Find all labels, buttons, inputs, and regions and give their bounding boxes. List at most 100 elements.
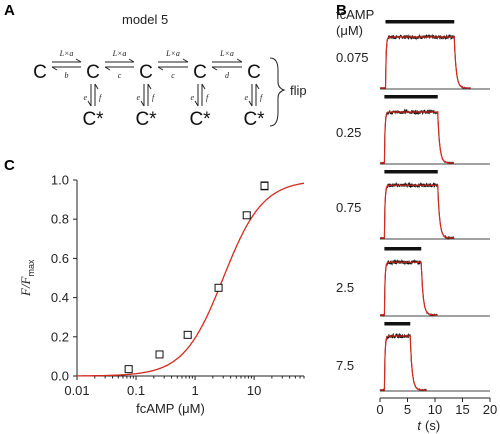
agonist-application-bar-0 bbox=[385, 20, 455, 24]
data-point-3 bbox=[214, 283, 223, 292]
flip-up-label-2: f bbox=[152, 93, 156, 102]
backward-rate-label-3: d bbox=[225, 71, 230, 80]
state-c-star-2: C* bbox=[135, 109, 157, 130]
time-axis-tick-label-2: 10 bbox=[428, 402, 442, 417]
forward-rate-label-3: L×a bbox=[219, 49, 234, 58]
trace-fit-3 bbox=[380, 261, 438, 316]
backward-arrowhead-2 bbox=[157, 66, 164, 71]
state-c-star-1: C* bbox=[82, 109, 104, 130]
agonist-application-bar-4 bbox=[384, 322, 411, 326]
flip-down-arrowhead-3 bbox=[194, 100, 199, 107]
y-tick-label-0: 0.0 bbox=[51, 369, 69, 384]
y-tick-label-3: 0.6 bbox=[51, 251, 69, 266]
panel-letter-c: C bbox=[4, 157, 15, 174]
panel-letter-a: A bbox=[4, 2, 15, 19]
flip-down-arrowhead-1 bbox=[87, 100, 92, 107]
forward-arrowhead-2 bbox=[182, 58, 189, 63]
trace-fit-2 bbox=[380, 184, 454, 239]
fluorescence-traces: 0.075 0.25 0.75 2.5 7.5 0 5 10 15 20 t (s) bbox=[336, 20, 497, 433]
flip-down-label-2: e bbox=[136, 93, 140, 102]
trace-data-0 bbox=[379, 33, 471, 90]
y-tick-label-1: 0.2 bbox=[51, 329, 69, 344]
trace-concentration-label-2: 0.75 bbox=[336, 200, 361, 215]
flip-brace bbox=[269, 57, 286, 127]
flip-up-label-1: f bbox=[99, 93, 103, 102]
data-point-2 bbox=[183, 330, 192, 339]
flip-down-arrowhead-2 bbox=[140, 100, 145, 107]
forward-rate-label-2: L×a bbox=[165, 49, 180, 58]
flip-label: flip bbox=[290, 83, 307, 98]
agonist-application-bar-3 bbox=[384, 247, 422, 251]
backward-rate-label-0: b bbox=[65, 71, 69, 80]
backward-arrowhead-0 bbox=[51, 66, 58, 71]
state-c-0: C bbox=[33, 62, 47, 83]
data-point-4 bbox=[242, 211, 251, 220]
y-axis-label-sub: max bbox=[26, 259, 36, 277]
y-tick-label-4: 0.8 bbox=[51, 212, 69, 227]
trace-concentration-label-1: 0.25 bbox=[336, 125, 361, 140]
time-axis-tick-label-0: 0 bbox=[376, 402, 383, 417]
state-c-3: C bbox=[193, 62, 207, 83]
flip-up-arrowhead-2 bbox=[147, 83, 152, 90]
forward-rate-label-0: L×a bbox=[59, 49, 74, 58]
state-c-1: C bbox=[86, 62, 100, 83]
data-point-5 bbox=[260, 181, 269, 190]
forward-arrowhead-1 bbox=[128, 58, 135, 63]
backward-rate-label-2: c bbox=[171, 71, 175, 80]
forward-rate-label-1: L×a bbox=[112, 49, 127, 58]
x-tick-label-0: 0.01 bbox=[64, 383, 89, 398]
trace-fit-0 bbox=[380, 36, 471, 89]
backward-arrowhead-3 bbox=[211, 66, 218, 71]
trace-fit-1 bbox=[380, 111, 454, 164]
state-c-2: C bbox=[139, 62, 153, 83]
flip-down-label-4: e bbox=[244, 93, 248, 102]
agonist-application-bar-2 bbox=[384, 170, 438, 174]
trace-concentration-label-0: 0.075 bbox=[336, 50, 369, 65]
flip-up-arrowhead-1 bbox=[94, 83, 99, 90]
time-axis-label-unit: (s) bbox=[425, 418, 440, 433]
gating-scheme: C C C C C L×a b L×a c L×a c L×a d e f C* e f C* e f C* e f C* fli… bbox=[33, 49, 306, 130]
trace-data-2 bbox=[380, 181, 455, 240]
forward-arrowhead-3 bbox=[236, 58, 243, 63]
state-c-star-3: C* bbox=[189, 109, 211, 130]
flip-down-label-3: e bbox=[190, 93, 194, 102]
legend-title-line1: fcAMP bbox=[336, 7, 374, 22]
x-axis-label: fcAMP (μM) bbox=[136, 401, 205, 416]
flip-up-arrowhead-3 bbox=[201, 83, 206, 90]
hill-fit-curve bbox=[77, 182, 305, 377]
time-axis-label-var: t bbox=[417, 418, 422, 433]
agonist-application-bar-1 bbox=[384, 95, 438, 99]
trace-data-1 bbox=[379, 108, 454, 165]
flip-down-arrowhead-4 bbox=[248, 100, 253, 107]
trace-concentration-label-3: 2.5 bbox=[336, 280, 354, 295]
dose-response-plot: 0.0 0.2 0.4 0.6 0.8 1.0 0.01 0.1 1 10 fcAMP (μM) F/… bbox=[18, 173, 305, 416]
x-tick-label-3: 10 bbox=[247, 383, 261, 398]
data-point-0 bbox=[124, 365, 133, 374]
backward-arrowhead-1 bbox=[104, 66, 111, 71]
time-axis-tick-label-3: 15 bbox=[455, 402, 469, 417]
panel-letter-b: B bbox=[336, 2, 347, 19]
y-axis-label-main: F/F bbox=[18, 275, 33, 297]
y-axis-label: F/Fmax bbox=[18, 259, 36, 297]
time-axis-tick-label-4: 20 bbox=[483, 402, 497, 417]
state-c-star-4: C* bbox=[243, 109, 265, 130]
trace-data-3 bbox=[379, 258, 438, 318]
model-title: model 5 bbox=[122, 12, 168, 27]
data-point-1 bbox=[155, 350, 164, 359]
trace-concentration-label-4: 7.5 bbox=[336, 358, 354, 373]
backward-rate-label-1: c bbox=[118, 71, 122, 80]
x-tick-label-1: 0.1 bbox=[127, 383, 145, 398]
flip-up-label-3: f bbox=[206, 93, 210, 102]
trace-fit-4 bbox=[380, 335, 427, 391]
flip-up-arrowhead-4 bbox=[255, 83, 260, 90]
state-c-4: C bbox=[247, 62, 261, 83]
time-axis-tick-label-1: 5 bbox=[404, 402, 411, 417]
flip-up-label-4: f bbox=[260, 93, 264, 102]
x-tick-label-2: 1 bbox=[191, 383, 198, 398]
y-tick-label-5: 1.0 bbox=[51, 173, 69, 188]
y-tick-label-2: 0.4 bbox=[51, 290, 69, 305]
flip-down-label-1: e bbox=[83, 93, 87, 102]
legend-title-line2: (μM) bbox=[336, 23, 363, 38]
trace-data-4 bbox=[379, 332, 427, 392]
